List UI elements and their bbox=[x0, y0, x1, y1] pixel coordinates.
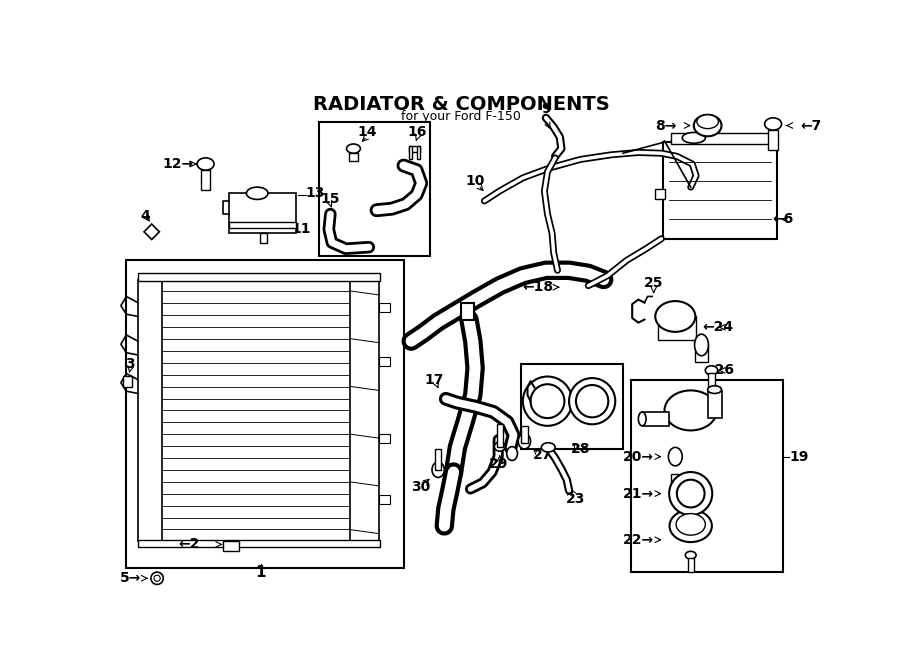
Text: for your Ford F-150: for your Ford F-150 bbox=[401, 110, 521, 123]
Bar bbox=[123, 375, 132, 387]
Bar bbox=[521, 364, 623, 449]
Bar bbox=[631, 379, 783, 572]
Bar bbox=[707, 391, 722, 418]
Bar bbox=[138, 540, 381, 547]
Ellipse shape bbox=[494, 442, 505, 451]
Text: ←26: ←26 bbox=[703, 364, 733, 377]
Bar bbox=[229, 193, 296, 233]
Ellipse shape bbox=[669, 447, 682, 466]
Ellipse shape bbox=[685, 551, 696, 559]
Text: 27: 27 bbox=[533, 448, 553, 462]
Bar bbox=[126, 260, 403, 568]
Text: ←2: ←2 bbox=[178, 537, 200, 551]
Bar bbox=[670, 134, 770, 144]
Bar bbox=[379, 303, 391, 312]
Text: ←18: ←18 bbox=[523, 280, 554, 294]
Bar bbox=[349, 153, 358, 161]
Bar bbox=[663, 143, 777, 239]
Circle shape bbox=[151, 572, 163, 584]
Bar bbox=[655, 188, 664, 200]
Text: ←24: ←24 bbox=[703, 321, 733, 334]
Text: 22→: 22→ bbox=[623, 533, 653, 547]
Bar bbox=[769, 130, 778, 150]
Text: 15: 15 bbox=[320, 192, 340, 206]
Text: 13: 13 bbox=[306, 186, 325, 200]
Ellipse shape bbox=[638, 412, 646, 426]
Text: 28: 28 bbox=[571, 442, 590, 456]
Text: 4: 4 bbox=[140, 210, 150, 223]
Bar bbox=[379, 356, 391, 366]
Bar bbox=[379, 495, 391, 504]
Bar bbox=[138, 280, 163, 541]
Text: RADIATOR & COMPONENTS: RADIATOR & COMPONENTS bbox=[313, 95, 609, 114]
Bar bbox=[259, 233, 267, 243]
Text: ←6: ←6 bbox=[772, 212, 794, 227]
Bar bbox=[688, 559, 694, 572]
Text: ←7: ←7 bbox=[800, 118, 822, 132]
Bar bbox=[319, 122, 430, 256]
Ellipse shape bbox=[655, 301, 696, 332]
Ellipse shape bbox=[247, 187, 268, 200]
Circle shape bbox=[154, 575, 160, 582]
Ellipse shape bbox=[676, 514, 706, 535]
Bar bbox=[138, 274, 381, 281]
Ellipse shape bbox=[346, 144, 360, 153]
Ellipse shape bbox=[697, 115, 718, 129]
Text: 5→: 5→ bbox=[120, 571, 140, 585]
Bar bbox=[497, 424, 503, 447]
Ellipse shape bbox=[694, 115, 722, 136]
Bar bbox=[229, 222, 296, 228]
Text: 8→: 8→ bbox=[655, 118, 677, 132]
Bar bbox=[696, 345, 707, 362]
Bar bbox=[643, 412, 669, 426]
Ellipse shape bbox=[197, 158, 214, 170]
Bar bbox=[658, 317, 696, 340]
Bar bbox=[707, 373, 716, 391]
Ellipse shape bbox=[670, 510, 712, 542]
Bar bbox=[461, 303, 473, 319]
Bar bbox=[349, 280, 379, 541]
Text: 29: 29 bbox=[489, 457, 508, 471]
Ellipse shape bbox=[664, 391, 717, 430]
Bar bbox=[409, 145, 419, 152]
Ellipse shape bbox=[695, 334, 708, 356]
Text: 21→: 21→ bbox=[623, 486, 653, 500]
Text: 14: 14 bbox=[357, 125, 377, 139]
Ellipse shape bbox=[707, 386, 722, 393]
Text: 23: 23 bbox=[565, 492, 585, 506]
Ellipse shape bbox=[682, 132, 706, 143]
Text: 17: 17 bbox=[425, 373, 444, 387]
Text: 19: 19 bbox=[789, 449, 808, 463]
Bar bbox=[201, 170, 211, 190]
Ellipse shape bbox=[518, 434, 530, 449]
Text: 30: 30 bbox=[411, 481, 431, 494]
Text: 11: 11 bbox=[292, 223, 311, 237]
Bar bbox=[671, 473, 680, 486]
Bar bbox=[222, 541, 239, 551]
Text: 10: 10 bbox=[465, 174, 485, 188]
Bar bbox=[520, 426, 528, 443]
Ellipse shape bbox=[765, 118, 781, 130]
Text: 12→: 12→ bbox=[163, 157, 194, 171]
Text: 25: 25 bbox=[644, 276, 663, 290]
Bar bbox=[417, 145, 419, 159]
Text: 1: 1 bbox=[256, 564, 266, 580]
Text: 9: 9 bbox=[541, 102, 551, 116]
Ellipse shape bbox=[507, 447, 517, 461]
Ellipse shape bbox=[541, 443, 555, 452]
Text: 3: 3 bbox=[125, 357, 135, 371]
Text: 20→: 20→ bbox=[623, 449, 653, 463]
Bar bbox=[435, 449, 441, 471]
Bar bbox=[409, 145, 412, 159]
Bar bbox=[379, 434, 391, 443]
Ellipse shape bbox=[432, 462, 445, 477]
Ellipse shape bbox=[706, 366, 717, 375]
Text: 16: 16 bbox=[408, 125, 427, 139]
Polygon shape bbox=[144, 224, 159, 239]
